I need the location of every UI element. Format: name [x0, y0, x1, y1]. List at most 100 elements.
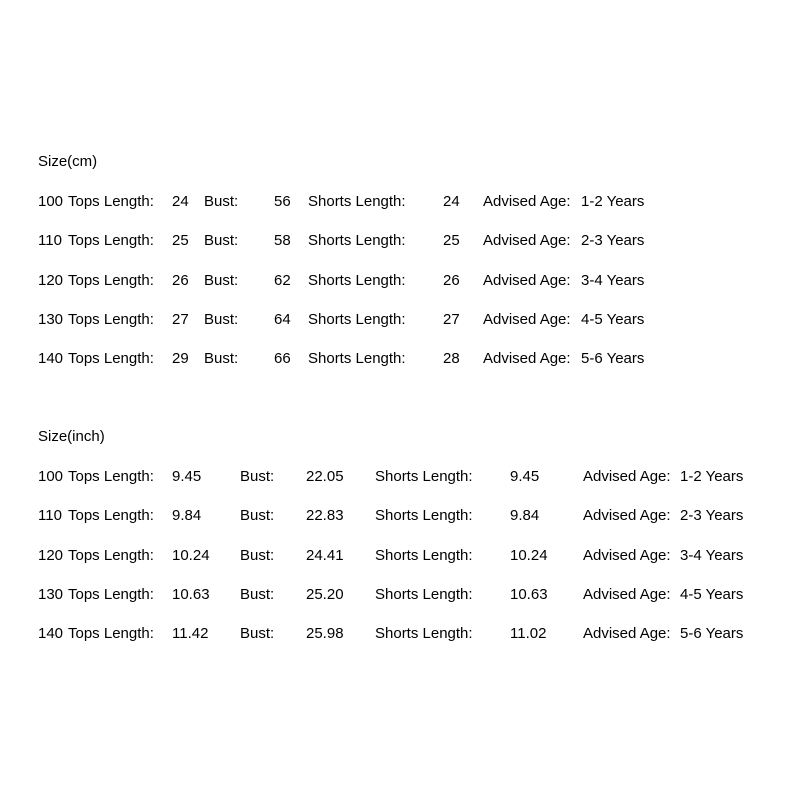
advised-age-label: Advised Age:	[583, 507, 671, 525]
shorts-length-label: Shorts Length:	[375, 585, 473, 603]
bust-value: 62	[274, 271, 291, 289]
advised-age-value: 1-2 Years	[680, 468, 744, 486]
table-row: 140 Tops Length: 29 Bust: 66 Shorts Length: 28…	[38, 339, 644, 378]
advised-age-value: 4-5 Years	[581, 310, 645, 328]
tops-length-label: Tops Length:	[68, 193, 154, 211]
shorts-length-label: Shorts Length:	[308, 310, 406, 328]
tops-length-label: Tops Length:	[68, 585, 154, 603]
size-cell: 140	[38, 350, 64, 368]
size-cell: 120	[38, 546, 64, 564]
shorts-length-value: 9.45	[510, 468, 540, 486]
bust-label: Bust:	[240, 546, 275, 564]
advised-age-value: 4-5 Years	[680, 585, 744, 603]
bust-value: 25.20	[306, 585, 344, 603]
shorts-length-label: Shorts Length:	[308, 350, 406, 368]
advised-age-value: 5-6 Years	[680, 625, 744, 643]
shorts-length-label: Shorts Length:	[375, 625, 473, 643]
size-cell: 110	[38, 232, 62, 250]
bust-value: 64	[274, 310, 291, 328]
tops-length-value: 26	[172, 271, 189, 289]
tops-length-label: Tops Length:	[68, 271, 154, 289]
size-inch-section-title: Size(inch)	[38, 428, 105, 445]
table-row: 110 Tops Length: 25 Bust: 58 Shorts Length: 25…	[38, 221, 644, 260]
shorts-length-value: 25	[443, 232, 460, 250]
tops-length-value: 11.42	[172, 625, 209, 643]
bust-value: 24.41	[306, 546, 344, 564]
table-row: 130 Tops Length: 27 Bust: 64 Shorts Length: 27…	[38, 300, 644, 339]
tops-length-value: 24	[172, 193, 189, 211]
advised-age-label: Advised Age:	[483, 350, 571, 368]
tops-length-value: 10.63	[172, 585, 210, 603]
size-cm-table: 100 Tops Length: 24 Bust: 56 Shorts Length: 24…	[38, 182, 644, 378]
bust-label: Bust:	[240, 468, 275, 486]
tops-length-value: 9.84	[172, 507, 202, 525]
size-inch-table: 100 Tops Length: 9.45 Bust: 22.05 Shorts Leng…	[38, 457, 743, 653]
advised-age-value: 3-4 Years	[680, 546, 744, 564]
shorts-length-value: 28	[443, 350, 460, 368]
advised-age-label: Advised Age:	[483, 232, 571, 250]
size-cell: 110	[38, 507, 62, 525]
bust-value: 25.98	[306, 625, 344, 643]
tops-length-value: 10.24	[172, 546, 210, 564]
advised-age-value: 2-3 Years	[581, 232, 645, 250]
advised-age-value: 1-2 Years	[581, 193, 645, 211]
advised-age-value: 2-3 Years	[680, 507, 744, 525]
advised-age-label: Advised Age:	[583, 625, 671, 643]
shorts-length-label: Shorts Length:	[375, 546, 473, 564]
tops-length-value: 29	[172, 350, 189, 368]
advised-age-label: Advised Age:	[583, 546, 671, 564]
size-cell: 100	[38, 468, 64, 486]
advised-age-label: Advised Age:	[483, 310, 571, 328]
shorts-length-value: 26	[443, 271, 460, 289]
tops-length-value: 9.45	[172, 468, 202, 486]
shorts-length-label: Shorts Length:	[308, 193, 406, 211]
bust-label: Bust:	[204, 310, 239, 328]
size-cell: 130	[38, 310, 64, 328]
tops-length-label: Tops Length:	[68, 546, 154, 564]
tops-length-label: Tops Length:	[68, 350, 154, 368]
shorts-length-label: Shorts Length:	[375, 507, 473, 525]
shorts-length-value: 10.24	[510, 546, 548, 564]
table-row: 120 Tops Length: 26 Bust: 62 Shorts Length: 26…	[38, 261, 644, 300]
bust-label: Bust:	[204, 350, 239, 368]
advised-age-label: Advised Age:	[483, 271, 571, 289]
bust-label: Bust:	[240, 625, 275, 643]
size-cm-section-title: Size(cm)	[38, 153, 98, 170]
tops-length-value: 27	[172, 310, 189, 328]
tops-length-label: Tops Length:	[68, 310, 154, 328]
bust-value: 66	[274, 350, 291, 368]
bust-value: 22.83	[306, 507, 344, 525]
shorts-length-value: 10.63	[510, 585, 548, 603]
advised-age-value: 3-4 Years	[581, 271, 645, 289]
tops-length-label: Tops Length:	[68, 468, 154, 486]
bust-label: Bust:	[240, 585, 275, 603]
bust-label: Bust:	[204, 271, 239, 289]
shorts-length-value: 11.02	[510, 625, 547, 643]
tops-length-label: Tops Length:	[68, 507, 154, 525]
bust-value: 58	[274, 232, 291, 250]
size-cell: 100	[38, 193, 64, 211]
size-cell: 130	[38, 585, 64, 603]
shorts-length-label: Shorts Length:	[375, 468, 473, 486]
tops-length-label: Tops Length:	[68, 625, 154, 643]
size-cell: 140	[38, 625, 64, 643]
advised-age-label: Advised Age:	[483, 193, 571, 211]
bust-value: 56	[274, 193, 291, 211]
bust-label: Bust:	[240, 507, 275, 525]
size-cell: 120	[38, 271, 64, 289]
table-row: 100 Tops Length: 24 Bust: 56 Shorts Length: 24…	[38, 182, 644, 221]
shorts-length-value: 9.84	[510, 507, 540, 525]
shorts-length-value: 24	[443, 193, 460, 211]
table-row: 120 Tops Length: 10.24 Bust: 24.41 Shorts Len…	[38, 536, 743, 575]
advised-age-label: Advised Age:	[583, 585, 671, 603]
advised-age-label: Advised Age:	[583, 468, 671, 486]
tops-length-label: Tops Length:	[68, 232, 154, 250]
table-row: 130 Tops Length: 10.63 Bust: 25.20 Shorts Len…	[38, 575, 743, 614]
table-row: 140 Tops Length: 11.42 Bust: 25.98 Shorts Len…	[38, 614, 743, 653]
table-row: 110 Tops Length: 9.84 Bust: 22.83 Shorts Leng…	[38, 496, 743, 535]
bust-label: Bust:	[204, 232, 239, 250]
tops-length-value: 25	[172, 232, 189, 250]
bust-label: Bust:	[204, 193, 239, 211]
bust-value: 22.05	[306, 468, 344, 486]
